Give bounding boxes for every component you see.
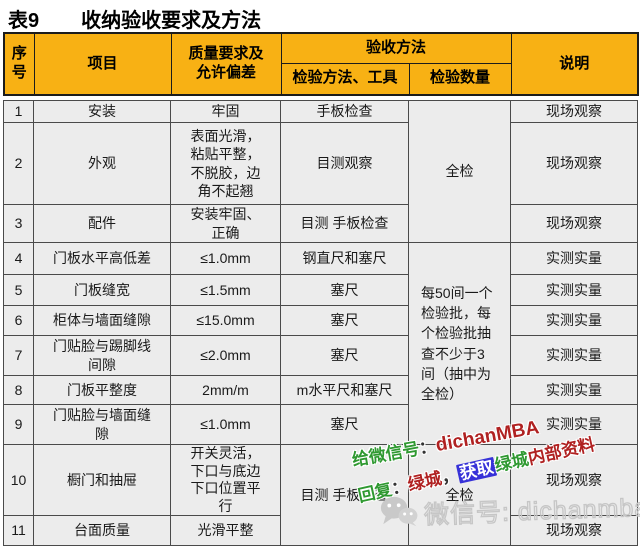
header-item: 项目 bbox=[33, 32, 172, 96]
cell-quantity-merged-1-3: 全检 bbox=[408, 100, 511, 243]
cell-quality: 安装牢固、正确 bbox=[170, 204, 281, 243]
cell-note: 现场观察 bbox=[510, 515, 638, 546]
cell-no: 5 bbox=[3, 274, 34, 306]
cell-item: 门板缝宽 bbox=[33, 274, 171, 306]
cell-item: 门贴脸与墙面缝隙 bbox=[33, 404, 171, 445]
table-row: 8 门板平整度 2mm/m m水平尺和塞尺 实测实量 bbox=[3, 375, 638, 405]
cell-item: 门贴脸与踢脚线间隙 bbox=[33, 335, 171, 376]
cell-no: 11 bbox=[3, 515, 34, 546]
cell-no: 6 bbox=[3, 305, 34, 336]
table-header: 序号 项目 质量要求及允许偏差 验收方法 说明 检验方法、工具 检验数量 bbox=[3, 32, 640, 96]
cell-method: 塞尺 bbox=[280, 404, 409, 445]
header-quantity: 检验数量 bbox=[408, 62, 512, 96]
cell-no: 7 bbox=[3, 335, 34, 376]
cell-note: 实测实量 bbox=[510, 274, 638, 306]
cell-quality: 2mm/m bbox=[170, 375, 281, 405]
cell-no: 8 bbox=[3, 375, 34, 405]
cell-no: 3 bbox=[3, 204, 34, 243]
table-title-text: 收纳验收要求及方法 bbox=[81, 10, 262, 32]
cell-note: 实测实量 bbox=[510, 335, 638, 376]
table-row: 1 安装 牢固 手板检查 全检 现场观察 bbox=[3, 100, 638, 243]
cell-quantity-merged-4-9: 每50间一个检验批，每个检验批抽查不少于3间（抽中为全检） bbox=[408, 242, 511, 445]
cell-quality: ≤15.0mm bbox=[170, 305, 281, 336]
cell-note: 实测实量 bbox=[510, 242, 638, 275]
cell-method: 钢直尺和塞尺 bbox=[280, 242, 409, 275]
cell-method: 目测观察 bbox=[280, 122, 409, 205]
cell-no: 2 bbox=[3, 122, 34, 205]
cell-method-merged-10-11: 目测 手板检查 bbox=[280, 444, 409, 546]
page-title: 表9 收纳验收要求及方法 bbox=[8, 4, 261, 33]
cell-item: 配件 bbox=[33, 204, 171, 243]
cell-item: 台面质量 bbox=[33, 515, 171, 546]
cell-quality: ≤1.0mm bbox=[170, 242, 281, 275]
cell-note: 现场观察 bbox=[510, 444, 638, 516]
cell-item: 橱门和抽屉 bbox=[33, 444, 171, 516]
cell-note: 实测实量 bbox=[510, 305, 638, 336]
cell-quality: 表面光滑，粘贴平整，不脱胶，边角不起翘 bbox=[170, 122, 281, 205]
table-row: 5 门板缝宽 ≤1.5mm 塞尺 实测实量 bbox=[3, 274, 638, 306]
header-method: 检验方法、工具 bbox=[280, 62, 410, 96]
cell-note: 现场观察 bbox=[510, 122, 638, 205]
cell-quantity-merged-10-11: 全检 bbox=[408, 444, 511, 546]
cell-quality: 光滑平整 bbox=[170, 515, 281, 546]
cell-method: m水平尺和塞尺 bbox=[280, 375, 409, 405]
table-number-label: 表9 bbox=[8, 10, 40, 32]
table-body: 1 安装 牢固 手板检查 全检 现场观察 2 外观 表面光滑，粘贴平整，不脱胶，… bbox=[3, 100, 638, 546]
table-row: 2 外观 表面光滑，粘贴平整，不脱胶，边角不起翘 目测观察 现场观察 bbox=[3, 122, 638, 205]
cell-item: 外观 bbox=[33, 122, 171, 205]
cell-quality: ≤2.0mm bbox=[170, 335, 281, 376]
acceptance-table: 序号 项目 质量要求及允许偏差 验收方法 说明 检验方法、工具 检验数量 1 安… bbox=[3, 32, 640, 546]
table-row: 10 橱门和抽屉 开关灵活，下口与底边下口位置平行 目测 手板检查 全检 现场观… bbox=[3, 444, 638, 546]
cell-quality: 牢固 bbox=[170, 100, 281, 123]
cell-item: 门板平整度 bbox=[33, 375, 171, 405]
cell-method: 塞尺 bbox=[280, 274, 409, 306]
table-row: 4 门板水平高低差 ≤1.0mm 钢直尺和塞尺 每50间一个检验批，每个检验批抽… bbox=[3, 242, 638, 445]
cell-method: 塞尺 bbox=[280, 335, 409, 376]
header-note: 说明 bbox=[510, 32, 639, 96]
cell-no: 4 bbox=[3, 242, 34, 275]
table-row: 9 门贴脸与墙面缝隙 ≤1.0mm 塞尺 实测实量 bbox=[3, 404, 638, 445]
cell-item: 门板水平高低差 bbox=[33, 242, 171, 275]
cell-method: 目测 手板检查 bbox=[280, 204, 409, 243]
cell-item: 安装 bbox=[33, 100, 171, 123]
header-quality: 质量要求及允许偏差 bbox=[170, 32, 282, 96]
cell-no: 10 bbox=[3, 444, 34, 516]
table-row: 6 柜体与墙面缝隙 ≤15.0mm 塞尺 实测实量 bbox=[3, 305, 638, 336]
cell-method: 手板检查 bbox=[280, 100, 409, 123]
cell-quality: 开关灵活，下口与底边下口位置平行 bbox=[170, 444, 281, 516]
header-method-group: 验收方法 bbox=[280, 32, 512, 64]
header-no: 序号 bbox=[3, 32, 35, 96]
table-row: 7 门贴脸与踢脚线间隙 ≤2.0mm 塞尺 实测实量 bbox=[3, 335, 638, 376]
cell-note: 实测实量 bbox=[510, 404, 638, 445]
table-row: 11 台面质量 光滑平整 现场观察 bbox=[3, 515, 638, 546]
cell-method: 塞尺 bbox=[280, 305, 409, 336]
table-row: 3 配件 安装牢固、正确 目测 手板检查 现场观察 bbox=[3, 204, 638, 243]
cell-item: 柜体与墙面缝隙 bbox=[33, 305, 171, 336]
cell-no: 9 bbox=[3, 404, 34, 445]
cell-no: 1 bbox=[3, 100, 34, 123]
cell-note: 实测实量 bbox=[510, 375, 638, 405]
cell-quality: ≤1.5mm bbox=[170, 274, 281, 306]
cell-quality: ≤1.0mm bbox=[170, 404, 281, 445]
cell-note: 现场观察 bbox=[510, 100, 638, 123]
cell-note: 现场观察 bbox=[510, 204, 638, 243]
